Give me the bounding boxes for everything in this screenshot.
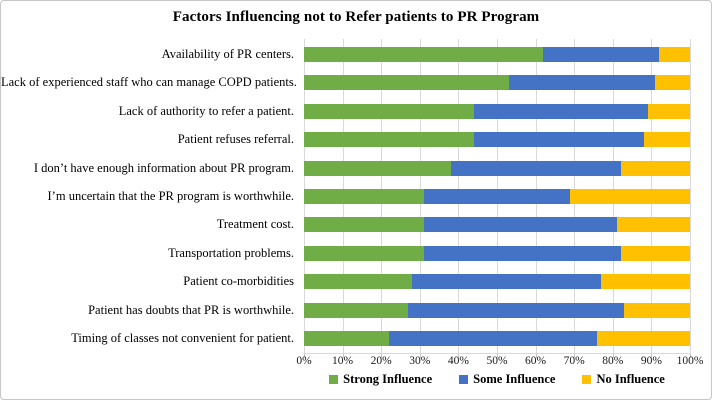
stacked-bar <box>304 331 690 346</box>
legend-item-no-influence: No Influence <box>582 372 665 387</box>
stacked-bar <box>304 75 690 91</box>
bar-segment-no-influence <box>597 331 690 346</box>
stacked-bar <box>304 245 690 261</box>
axis-tick <box>651 353 653 358</box>
axis-tick <box>612 353 614 358</box>
bar-segment-no-influence <box>620 245 690 261</box>
bar-segment-strong-influence <box>304 75 509 91</box>
bar-segment-some-influence <box>412 274 602 290</box>
category-label: Transportation problems. <box>168 245 294 260</box>
stacked-bar <box>304 189 690 204</box>
bar-segment-no-influence <box>647 103 690 119</box>
bar-segment-some-influence <box>408 302 625 318</box>
bar-segment-no-influence <box>659 47 690 62</box>
bar-segment-no-influence <box>655 75 690 91</box>
x-axis-tick-label: 10% <box>332 355 354 367</box>
bar-segment-some-influence <box>543 47 660 62</box>
bar-segment-no-influence <box>601 274 690 290</box>
bar-segment-strong-influence <box>304 274 413 290</box>
bar-segment-strong-influence <box>304 217 424 233</box>
stacked-bar <box>304 302 690 318</box>
bar-segment-no-influence <box>570 189 690 204</box>
axis-tick <box>535 353 537 358</box>
bar-segment-some-influence <box>423 245 621 261</box>
category-label: Availability of PR centers. <box>161 47 294 61</box>
bar-segment-strong-influence <box>304 245 424 261</box>
bar-segment-no-influence <box>620 160 690 176</box>
category-axis: Availability of PR centers. Lack of exper… <box>1 39 299 353</box>
bar-segment-strong-influence <box>304 331 389 346</box>
stacked-bar <box>304 47 690 62</box>
category-label: Lack of authority to refer a patient. <box>118 103 294 118</box>
legend-item-strong-influence: Strong Influence <box>329 372 432 387</box>
bar-segment-strong-influence <box>304 103 474 119</box>
bar-segment-no-influence <box>616 217 690 233</box>
x-axis-tick-labels: 0% 10% 20% 30% 40% 50% 60% 70% 80% 90% 100% <box>296 355 703 369</box>
x-axis-tick-label: 100% <box>676 355 704 367</box>
bar-segment-strong-influence <box>304 47 544 62</box>
axis-tick <box>497 353 498 358</box>
legend-label: Strong Influence <box>343 372 433 386</box>
axis-tick <box>419 353 421 358</box>
bar-segment-some-influence <box>423 217 617 233</box>
bar-segment-some-influence <box>450 160 621 176</box>
bar-segment-strong-influence <box>304 302 409 318</box>
axis-tick <box>381 353 383 358</box>
category-label: I’m uncertain that the PR program is wor… <box>47 189 294 203</box>
bar-segment-some-influence <box>508 75 656 91</box>
legend-item-some-influence: Some Influence <box>459 372 555 387</box>
stacked-bar <box>304 160 690 176</box>
category-label: Patient refuses referral. <box>177 132 294 147</box>
bar-segment-strong-influence <box>304 189 424 204</box>
category-label: I don’t have enough information about PR… <box>33 160 294 175</box>
x-axis-tick-label: 30% <box>409 355 431 367</box>
legend-marker-icon <box>582 375 592 384</box>
stacked-bar <box>304 217 690 233</box>
bar-segment-strong-influence <box>304 132 474 148</box>
x-axis-tick-label: 80% <box>602 355 624 367</box>
bar-segment-some-influence <box>423 189 571 204</box>
bar-segment-no-influence <box>624 302 690 318</box>
bar-segment-no-influence <box>643 132 690 148</box>
legend-marker-icon <box>329 375 339 384</box>
axis-tick <box>690 353 691 358</box>
stacked-bar <box>304 132 690 148</box>
x-axis-line <box>304 353 691 354</box>
bar-segment-some-influence <box>473 103 648 119</box>
plot-area <box>304 39 691 358</box>
x-axis-tick-label: 0% <box>296 355 312 367</box>
category-label: Timing of classes not convenient for pat… <box>71 331 294 345</box>
category-label: Patient co-morbidities <box>183 274 294 289</box>
x-axis-tick-label: 20% <box>370 355 392 367</box>
stacked-bar <box>304 274 690 290</box>
legend: Strong Influence Some Influence No Influen… <box>296 372 698 387</box>
x-axis-tick-label: 50% <box>486 355 508 367</box>
x-axis-tick-label: 70% <box>563 355 585 367</box>
legend-marker-icon <box>459 375 469 384</box>
bar-segment-strong-influence <box>304 160 451 176</box>
axis-tick <box>342 353 344 358</box>
axis-tick <box>304 353 305 358</box>
stacked-bar <box>304 103 690 119</box>
bar-segment-some-influence <box>473 132 644 148</box>
category-label: Treatment cost. <box>216 217 294 232</box>
x-axis-tick-label: 90% <box>640 355 662 367</box>
x-axis-tick-label: 60% <box>525 355 547 367</box>
gridline <box>690 39 691 353</box>
axis-tick <box>458 353 460 358</box>
x-axis-tick-label: 40% <box>447 355 469 367</box>
axis-tick <box>574 353 576 358</box>
legend-label: No Influence <box>596 372 665 386</box>
legend-label: Some Influence <box>473 372 556 386</box>
chart-title: Factors Influencing not to Refer patient… <box>172 9 540 25</box>
category-label: Lack of experienced staff who can manage… <box>1 75 297 90</box>
bar-segment-some-influence <box>388 331 598 346</box>
category-label: Patient has doubts that PR is worthwhile… <box>88 302 294 317</box>
